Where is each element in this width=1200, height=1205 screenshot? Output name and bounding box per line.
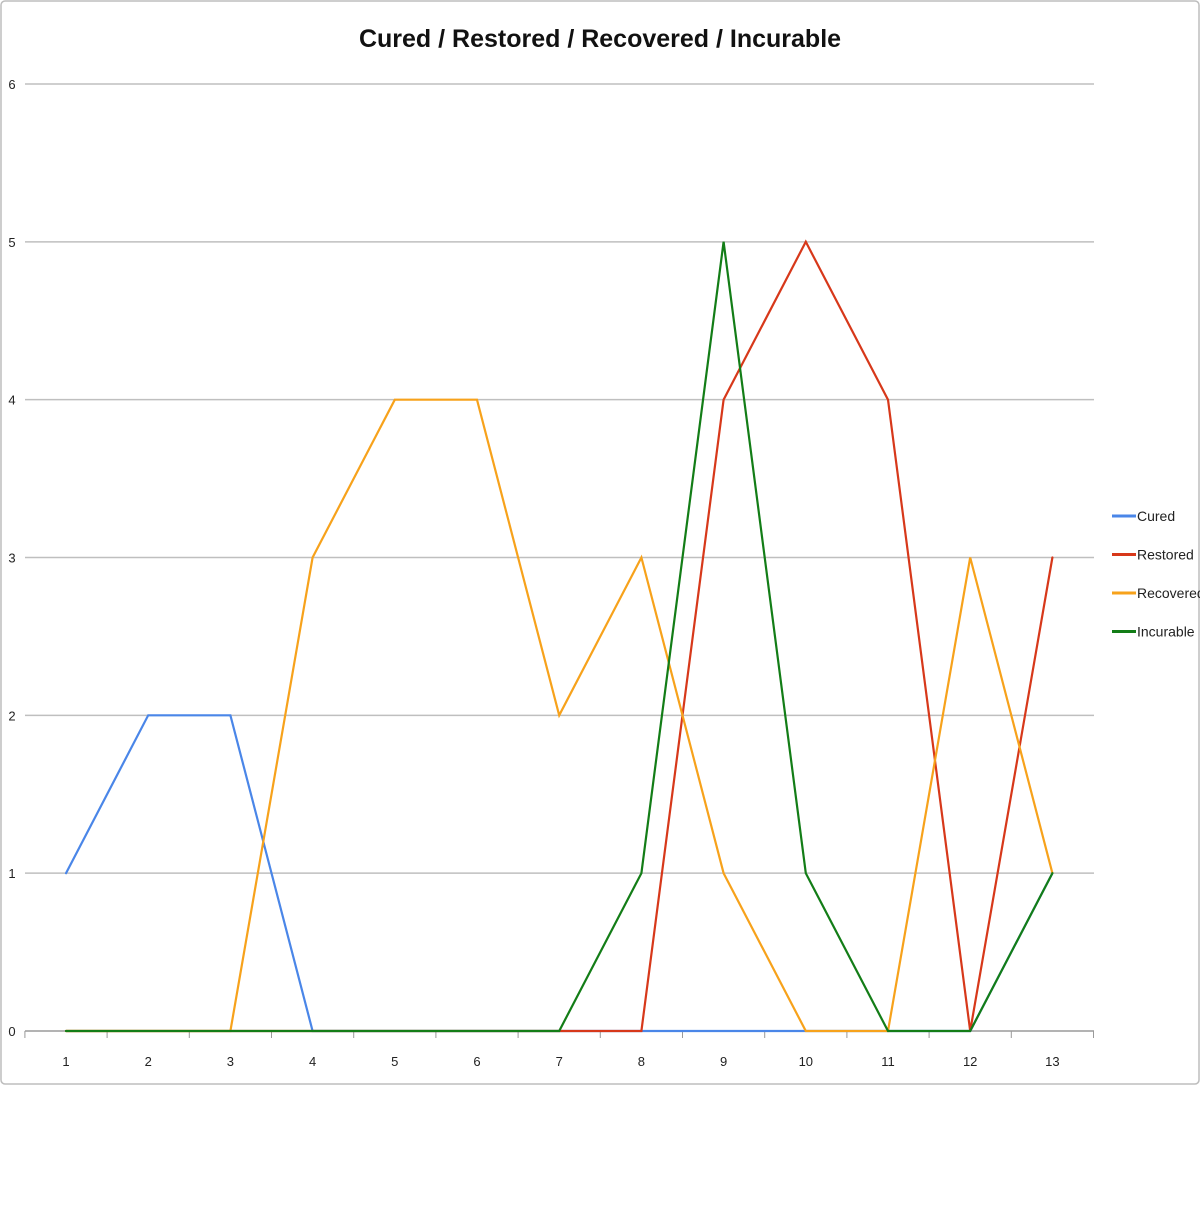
x-tick-label-12: 12 [963,1054,977,1069]
x-tick-label-4: 4 [309,1054,316,1069]
y-tick-label-3: 3 [8,551,15,566]
x-tick-label-7: 7 [556,1054,563,1069]
y-tick-label-2: 2 [8,708,15,723]
x-tick-label-8: 8 [638,1054,645,1069]
x-tick-label-13: 13 [1045,1054,1059,1069]
series-line-incurable [64,241,1054,1033]
x-tick-label-6: 6 [473,1054,480,1069]
x-tick-label-2: 2 [145,1054,152,1069]
x-tick-label-10: 10 [799,1054,813,1069]
x-tick-label-5: 5 [391,1054,398,1069]
legend-label-recovered: Recovered [1137,585,1200,601]
x-tick-label-1: 1 [62,1054,69,1069]
y-tick-label-6: 6 [8,77,15,92]
y-tick-label-1: 1 [8,866,15,881]
legend: Cured Restored Recovered Incurable [1112,508,1200,640]
chart-frame [0,0,1200,1085]
y-tick-label-4: 4 [8,393,15,408]
chart-title: Cured / Restored / Recovered / Incurable [359,25,841,53]
y-tick-label-0: 0 [8,1024,15,1039]
x-tick-label-3: 3 [227,1054,234,1069]
legend-label-cured: Cured [1137,508,1175,524]
y-tick-label-5: 5 [8,235,15,250]
legend-label-incurable: Incurable [1137,624,1195,640]
series-lines [64,239,1054,1033]
x-tick-label-11: 11 [881,1054,895,1069]
legend-label-restored: Restored [1137,547,1194,563]
x-tick-label-9: 9 [720,1054,727,1069]
